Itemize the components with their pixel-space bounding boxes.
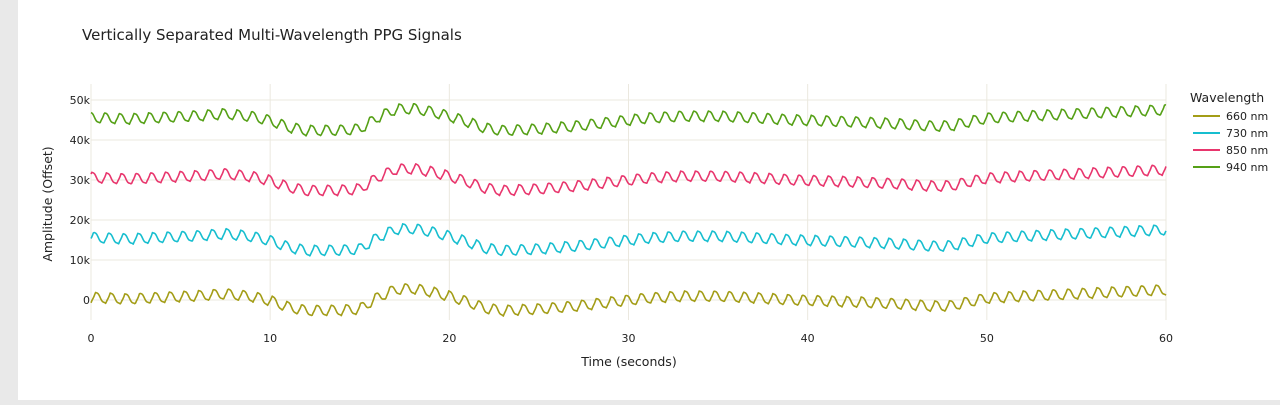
chart-title: Vertically Separated Multi-Wavelength PP… (82, 26, 462, 44)
x-tick-labels: 0 10 20 30 40 50 60 (88, 332, 1174, 345)
legend-item-label[interactable]: 940 nm (1226, 161, 1268, 174)
x-tick-label: 20 (442, 332, 456, 345)
legend-item-label[interactable]: 730 nm (1226, 127, 1268, 140)
y-axis-title: Amplitude (Offset) (40, 146, 55, 261)
chart-panel: Vertically Separated Multi-Wavelength PP… (18, 0, 1280, 400)
y-tick-labels: 0 10k 20k 30k 40k 50k (70, 94, 91, 307)
y-tick-label: 10k (70, 254, 91, 267)
x-tick-label: 10 (263, 332, 277, 345)
legend-item-label[interactable]: 850 nm (1226, 144, 1268, 157)
y-tick-label: 30k (70, 174, 91, 187)
legend-title: Wavelength (1190, 90, 1264, 105)
x-tick-label: 30 (622, 332, 636, 345)
y-tick-label: 50k (70, 94, 91, 107)
x-tick-label: 60 (1159, 332, 1173, 345)
legend: Wavelength 660 nm 730 nm 850 nm 940 nm (1190, 90, 1268, 174)
y-tick-label: 40k (70, 134, 91, 147)
series-line-730-nm (90, 223, 1167, 257)
ppg-line-chart: Vertically Separated Multi-Wavelength PP… (40, 26, 1268, 369)
x-tick-label: 0 (88, 332, 95, 345)
y-tick-label: 0 (83, 294, 90, 307)
y-tick-label: 20k (70, 214, 91, 227)
x-tick-label: 40 (801, 332, 815, 345)
series-layer (90, 102, 1167, 317)
legend-item-label[interactable]: 660 nm (1226, 110, 1268, 123)
series-line-660-nm (90, 283, 1167, 317)
x-axis-title: Time (seconds) (580, 354, 676, 369)
x-tick-label: 50 (980, 332, 994, 345)
series-line-940-nm (90, 102, 1167, 137)
gridlines (90, 84, 1167, 320)
series-line-850-nm (90, 163, 1167, 197)
